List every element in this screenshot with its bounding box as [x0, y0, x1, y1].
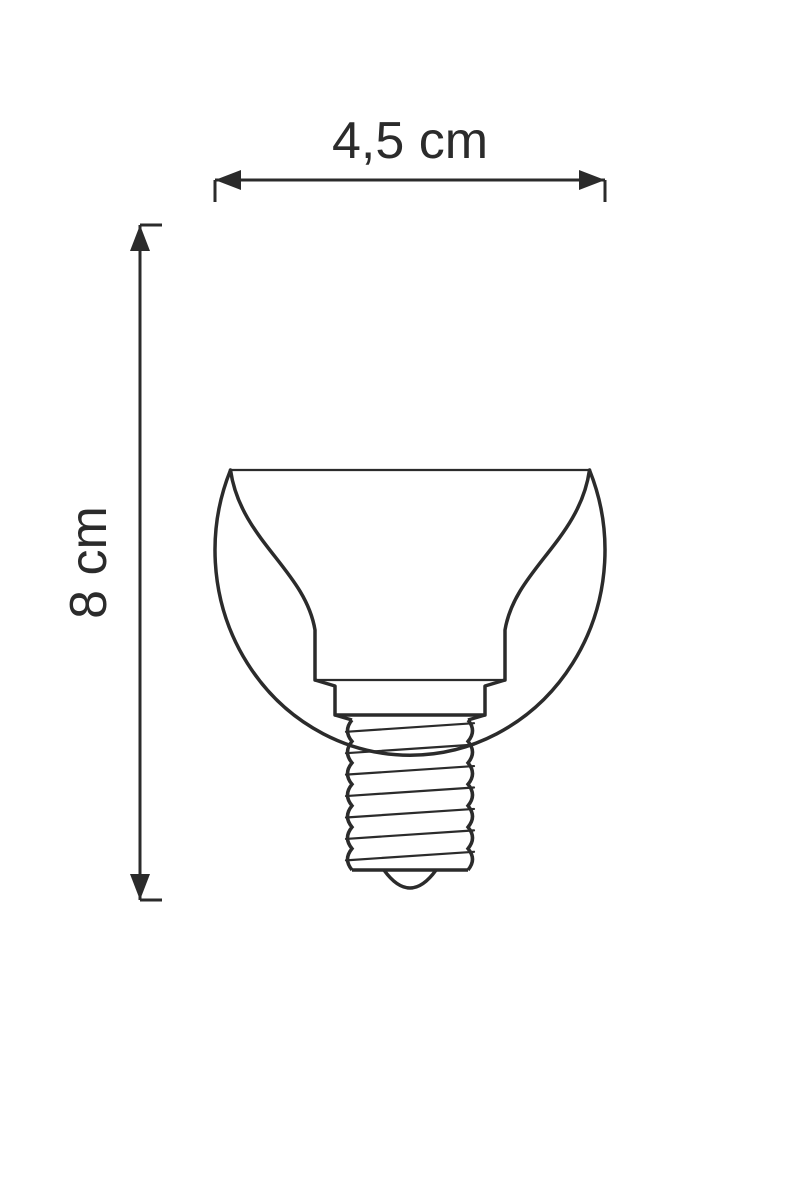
height-dimension-label: 8 cm — [60, 506, 118, 619]
bulb-dimension-diagram: 4,5 cm 8 cm — [0, 0, 800, 1200]
width-dimension-label: 4,5 cm — [332, 112, 488, 170]
dimension-lines — [130, 170, 605, 900]
lightbulb-outline — [215, 470, 605, 888]
